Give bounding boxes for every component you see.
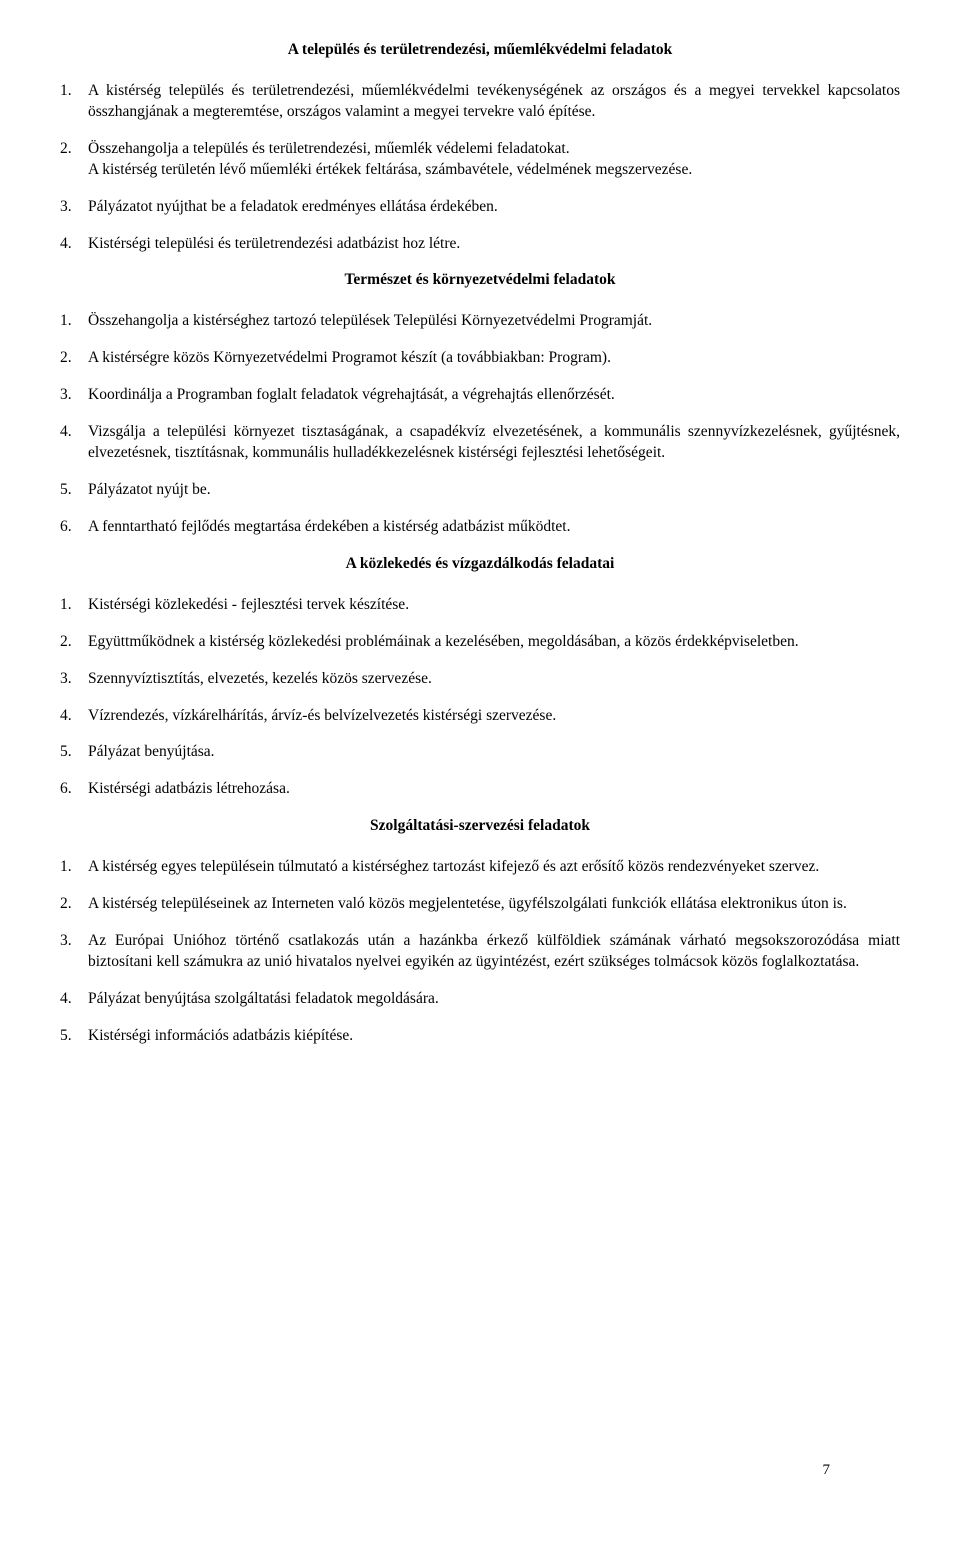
list-item-number: 5. <box>60 742 88 763</box>
list-item-text: Kistérségi adatbázis létrehozása. <box>88 779 900 800</box>
list-item: 4.Pályázat benyújtása szolgáltatási fela… <box>60 989 900 1010</box>
list-item-number: 4. <box>60 989 88 1010</box>
list-item-text: Kistérségi információs adatbázis kiépíté… <box>88 1026 900 1047</box>
list-item-number: 3. <box>60 669 88 690</box>
list-item: 4.Kistérségi települési és területrendez… <box>60 234 900 255</box>
page-number: 7 <box>823 1460 831 1480</box>
section-list: 1.Kistérségi közlekedési - fejlesztési t… <box>60 595 900 801</box>
list-item-number: 2. <box>60 348 88 369</box>
list-item: 2.Együttműködnek a kistérség közlekedési… <box>60 632 900 653</box>
list-item-number: 2. <box>60 139 88 160</box>
list-item-text: Az Európai Unióhoz történő csatlakozás u… <box>88 931 900 973</box>
list-item: 4.Vízrendezés, vízkárelhárítás, árvíz-és… <box>60 706 900 727</box>
list-item-number: 4. <box>60 706 88 727</box>
list-item-text: Összehangolja a kistérséghez tartozó tel… <box>88 311 900 332</box>
list-item-number: 6. <box>60 779 88 800</box>
list-item-text: Összehangolja a település és területrend… <box>88 139 900 181</box>
list-item-text: Kistérségi települési és területrendezés… <box>88 234 900 255</box>
list-item-number: 1. <box>60 595 88 616</box>
list-item: 2.A kistérségre közös Környezetvédelmi P… <box>60 348 900 369</box>
list-item-number: 1. <box>60 857 88 878</box>
list-item: 4.Vizsgálja a települési környezet tiszt… <box>60 422 900 464</box>
list-item-text: Vizsgálja a települési környezet tisztas… <box>88 422 900 464</box>
list-item: 2.A kistérség településeinek az Internet… <box>60 894 900 915</box>
list-item-number: 6. <box>60 517 88 538</box>
list-item-text: Pályázat benyújtása szolgáltatási felada… <box>88 989 900 1010</box>
list-item: 3.Az Európai Unióhoz történő csatlakozás… <box>60 931 900 973</box>
list-item-number: 3. <box>60 931 88 952</box>
list-item-number: 4. <box>60 234 88 255</box>
list-item: 6.Kistérségi adatbázis létrehozása. <box>60 779 900 800</box>
list-item-text: Szennyvíztisztítás, elvezetés, kezelés k… <box>88 669 900 690</box>
list-item: 5.Pályázat benyújtása. <box>60 742 900 763</box>
list-item-number: 3. <box>60 385 88 406</box>
section-heading: Szolgáltatási-szervezési feladatok <box>60 816 900 837</box>
list-item-text: A fenntartható fejlődés megtartása érdek… <box>88 517 900 538</box>
list-item-number: 5. <box>60 1026 88 1047</box>
section-list: 1.A kistérség település és területrendez… <box>60 81 900 255</box>
section-heading: A közlekedés és vízgazdálkodás feladatai <box>60 554 900 575</box>
list-item: 5.Kistérségi információs adatbázis kiépí… <box>60 1026 900 1047</box>
list-item-number: 4. <box>60 422 88 443</box>
list-item: 6.A fenntartható fejlődés megtartása érd… <box>60 517 900 538</box>
list-item-number: 2. <box>60 632 88 653</box>
list-item: 3.Pályázatot nyújthat be a feladatok ere… <box>60 197 900 218</box>
list-item-text: A kistérség egyes településein túlmutató… <box>88 857 900 878</box>
list-item-text: Pályázatot nyújthat be a feladatok eredm… <box>88 197 900 218</box>
list-item-number: 1. <box>60 81 88 102</box>
list-item-text: A kistérség település és területrendezés… <box>88 81 900 123</box>
list-item-text: Koordinálja a Programban foglalt feladat… <box>88 385 900 406</box>
section-heading: Természet és környezetvédelmi feladatok <box>60 270 900 291</box>
list-item-text: Együttműködnek a kistérség közlekedési p… <box>88 632 900 653</box>
list-item-text: Pályázat benyújtása. <box>88 742 900 763</box>
section-list: 1.A kistérség egyes településein túlmuta… <box>60 857 900 1047</box>
list-item-number: 2. <box>60 894 88 915</box>
list-item: 3.Koordinálja a Programban foglalt felad… <box>60 385 900 406</box>
list-item: 5.Pályázatot nyújt be. <box>60 480 900 501</box>
list-item-number: 5. <box>60 480 88 501</box>
list-item: 1.A kistérség település és területrendez… <box>60 81 900 123</box>
document-body: A település és területrendezési, műemlék… <box>60 40 900 1047</box>
list-item-number: 1. <box>60 311 88 332</box>
list-item: 1.A kistérség egyes településein túlmuta… <box>60 857 900 878</box>
list-item: 1.Kistérségi közlekedési - fejlesztési t… <box>60 595 900 616</box>
list-item-text: Pályázatot nyújt be. <box>88 480 900 501</box>
list-item-text: A kistérségre közös Környezetvédelmi Pro… <box>88 348 900 369</box>
list-item-text: Kistérségi közlekedési - fejlesztési ter… <box>88 595 900 616</box>
list-item: 3.Szennyvíztisztítás, elvezetés, kezelés… <box>60 669 900 690</box>
section-heading: A település és területrendezési, műemlék… <box>60 40 900 61</box>
list-item: 2.Összehangolja a település és területre… <box>60 139 900 181</box>
list-item-number: 3. <box>60 197 88 218</box>
list-item-text: A kistérség településeinek az Interneten… <box>88 894 900 915</box>
list-item-text: Vízrendezés, vízkárelhárítás, árvíz-és b… <box>88 706 900 727</box>
list-item: 1.Összehangolja a kistérséghez tartozó t… <box>60 311 900 332</box>
section-list: 1.Összehangolja a kistérséghez tartozó t… <box>60 311 900 537</box>
